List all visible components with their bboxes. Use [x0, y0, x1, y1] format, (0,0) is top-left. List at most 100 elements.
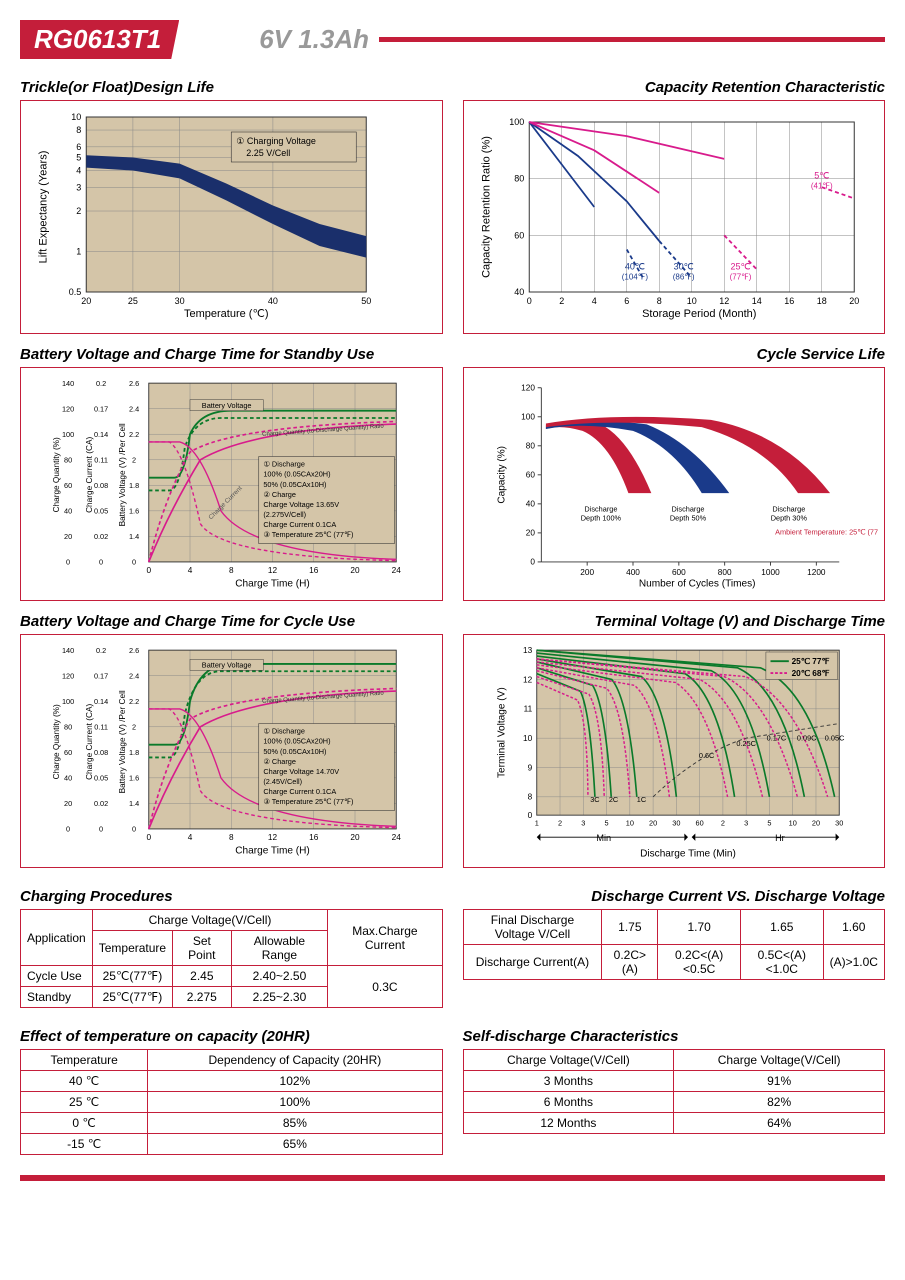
svg-text:5: 5 [604, 818, 608, 827]
svg-text:4: 4 [76, 166, 81, 176]
svg-text:Charge Quantity (%): Charge Quantity (%) [52, 437, 61, 512]
svg-text:1200: 1200 [807, 568, 826, 577]
chart5: 0481216202402040608010012014000.020.050.… [20, 634, 443, 868]
svg-text:Charge Quantity (%): Charge Quantity (%) [52, 704, 61, 779]
svg-text:18: 18 [816, 296, 826, 306]
svg-text:(2.275V/Cell): (2.275V/Cell) [263, 510, 306, 519]
svg-text:400: 400 [626, 568, 640, 577]
svg-text:25: 25 [128, 296, 138, 306]
svg-text:0.14: 0.14 [94, 430, 108, 439]
svg-text:20: 20 [350, 833, 360, 842]
svg-text:80: 80 [514, 174, 524, 184]
svg-text:20℃ 68℉: 20℃ 68℉ [791, 669, 829, 678]
chart5-title: Battery Voltage and Charge Time for Cycl… [20, 613, 443, 630]
svg-text:1.4: 1.4 [129, 799, 139, 808]
svg-text:Charge Voltage 13.65V: Charge Voltage 13.65V [263, 500, 339, 509]
svg-text:0: 0 [66, 825, 70, 834]
svg-text:10: 10 [686, 296, 696, 306]
svg-text:1.6: 1.6 [129, 507, 139, 516]
svg-text:2.4: 2.4 [129, 671, 139, 680]
svg-text:50: 50 [361, 296, 371, 306]
svg-text:Terminal Voltage (V): Terminal Voltage (V) [496, 687, 507, 778]
svg-text:Storage Period (Month): Storage Period (Month) [642, 308, 756, 320]
svg-text:120: 120 [62, 671, 74, 680]
svg-text:Battery Voltage: Battery Voltage [202, 661, 252, 670]
svg-text:Lift Expectancy (Years): Lift Expectancy (Years) [37, 151, 49, 264]
svg-text:40℃: 40℃ [624, 261, 644, 271]
svg-text:50% (0.05CAx10H): 50% (0.05CAx10H) [263, 747, 326, 756]
svg-text:Ambient Temperature: 25℃ (77℉): Ambient Temperature: 25℃ (77℉) [775, 527, 878, 536]
svg-text:Depth 30%: Depth 30% [770, 514, 807, 523]
chart4: 20040060080010001200020406080100120 Disc… [463, 367, 886, 601]
svg-text:8: 8 [527, 793, 532, 802]
svg-text:Temperature (℃): Temperature (℃) [184, 308, 269, 320]
svg-text:② Charge: ② Charge [263, 757, 296, 766]
svg-text:2.6: 2.6 [129, 379, 139, 388]
svg-text:10: 10 [625, 818, 633, 827]
svg-text:80: 80 [64, 723, 72, 732]
svg-text:20: 20 [849, 296, 859, 306]
svg-text:Charge Current 0.1CA: Charge Current 0.1CA [263, 520, 336, 529]
svg-text:Hr: Hr [775, 833, 785, 843]
svg-text:16: 16 [784, 296, 794, 306]
svg-text:30: 30 [835, 818, 843, 827]
svg-text:0.11: 0.11 [94, 723, 108, 732]
svg-text:③ Temperature 25℃ (77℉): ③ Temperature 25℃ (77℉) [263, 797, 353, 806]
svg-text:1: 1 [76, 247, 81, 257]
svg-text:100: 100 [521, 413, 535, 422]
svg-text:3: 3 [76, 182, 81, 192]
svg-text:0.5: 0.5 [69, 287, 82, 297]
svg-text:40: 40 [268, 296, 278, 306]
svg-text:30: 30 [672, 818, 680, 827]
svg-text:0.02: 0.02 [94, 799, 108, 808]
svg-text:12: 12 [268, 833, 278, 842]
svg-text:100: 100 [509, 117, 524, 127]
svg-text:12: 12 [719, 296, 729, 306]
table1-title: Charging Procedures [20, 888, 443, 905]
svg-text:140: 140 [62, 646, 74, 655]
temperature-capacity-table: TemperatureDependency of Capacity (20HR)… [20, 1049, 443, 1155]
svg-text:2C: 2C [608, 795, 618, 804]
svg-text:Discharge Time (Min): Discharge Time (Min) [640, 848, 736, 859]
svg-text:800: 800 [717, 568, 731, 577]
svg-text:③ Temperature 25℃ (77℉): ③ Temperature 25℃ (77℉) [263, 530, 353, 539]
svg-text:① Discharge: ① Discharge [263, 727, 305, 736]
svg-text:8: 8 [76, 125, 81, 135]
svg-text:100: 100 [62, 697, 74, 706]
footer-line [20, 1175, 885, 1181]
svg-text:30: 30 [175, 296, 185, 306]
svg-text:0.08: 0.08 [94, 481, 108, 490]
svg-text:Discharge: Discharge [772, 505, 805, 514]
model-badge: RG0613T1 [20, 20, 179, 59]
svg-text:① Discharge: ① Discharge [263, 460, 305, 469]
svg-text:Discharge: Discharge [584, 505, 617, 514]
svg-text:2.2: 2.2 [129, 697, 139, 706]
svg-text:50% (0.05CAx10H): 50% (0.05CAx10H) [263, 480, 326, 489]
svg-text:10: 10 [71, 112, 81, 122]
svg-text:5: 5 [767, 818, 771, 827]
svg-text:1000: 1000 [761, 568, 780, 577]
svg-text:120: 120 [521, 384, 535, 393]
svg-text:20: 20 [649, 818, 657, 827]
svg-text:Discharge: Discharge [671, 505, 704, 514]
svg-text:16: 16 [309, 833, 319, 842]
svg-text:20: 20 [811, 818, 819, 827]
svg-text:14: 14 [751, 296, 761, 306]
svg-text:1C: 1C [636, 795, 646, 804]
svg-text:Min: Min [596, 833, 611, 843]
svg-text:Charge Current (CA): Charge Current (CA) [85, 704, 94, 780]
chart4-title: Cycle Service Life [463, 346, 886, 363]
chart1: 20253040500.5123456810 ① Charging Voltag… [20, 100, 443, 334]
svg-text:60: 60 [695, 818, 703, 827]
svg-text:0: 0 [526, 296, 531, 306]
svg-text:0.2: 0.2 [96, 379, 106, 388]
svg-text:0.17: 0.17 [94, 671, 108, 680]
svg-text:② Charge: ② Charge [263, 490, 296, 499]
svg-text:20: 20 [350, 566, 360, 575]
chart2-title: Capacity Retention Characteristic [463, 79, 886, 96]
svg-text:1.6: 1.6 [129, 774, 139, 783]
svg-text:0: 0 [146, 566, 151, 575]
svg-text:0.11: 0.11 [94, 456, 108, 465]
svg-text:13: 13 [522, 646, 532, 655]
svg-text:0: 0 [66, 558, 70, 567]
